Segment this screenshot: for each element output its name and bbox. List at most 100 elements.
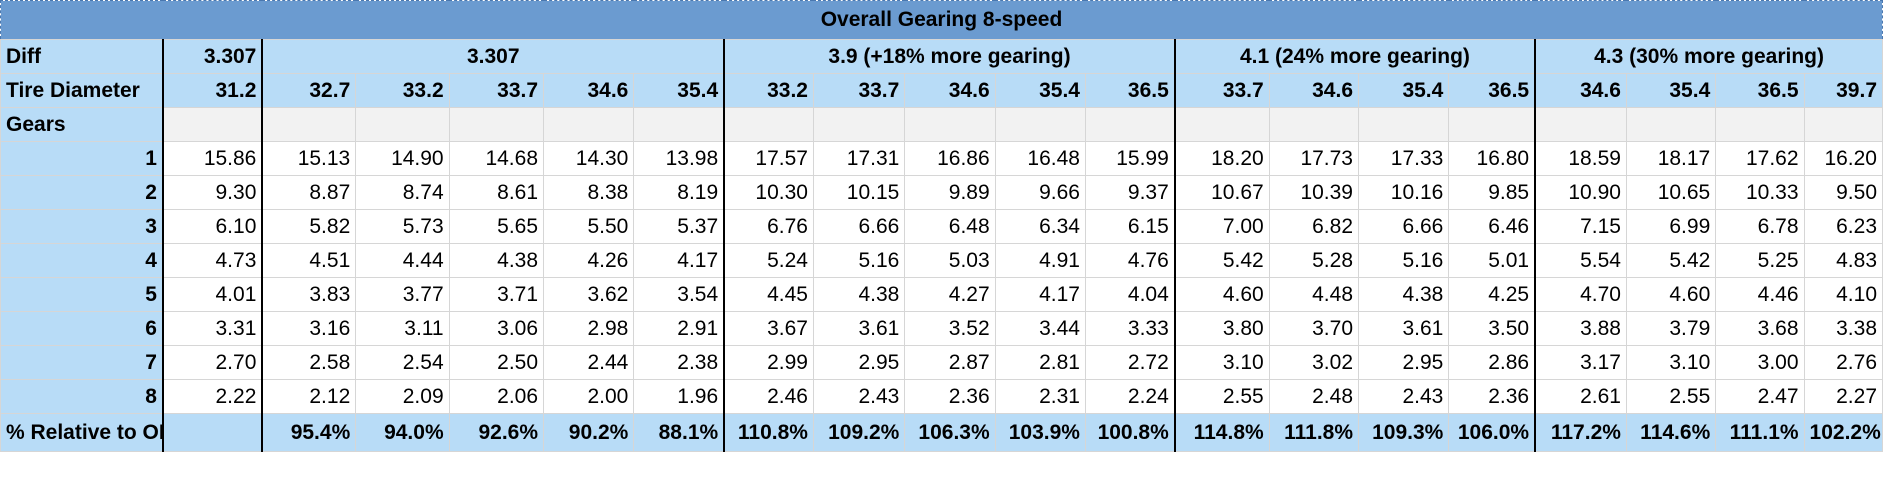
gear-ratio-cell[interactable]: 4.10: [1803, 277, 1883, 312]
gear-ratio-cell[interactable]: 17.62: [1715, 141, 1805, 176]
gear-ratio-cell[interactable]: 3.50: [1448, 311, 1536, 346]
gear-ratio-cell[interactable]: 4.04: [1084, 277, 1176, 312]
gear-ratio-cell[interactable]: 6.66: [812, 209, 906, 244]
gear-ratio-cell[interactable]: 4.76: [1084, 243, 1176, 278]
gear-ratio-cell[interactable]: 5.42: [1173, 243, 1270, 278]
gear-ratio-cell[interactable]: 3.67: [723, 311, 814, 346]
gear-ratio-cell[interactable]: 9.30: [161, 175, 263, 210]
gear-number[interactable]: 7: [0, 345, 164, 380]
blank-cell[interactable]: [723, 107, 814, 142]
gear-ratio-cell[interactable]: 9.89: [904, 175, 996, 210]
gear-ratio-cell[interactable]: 15.13: [261, 141, 357, 176]
gear-ratio-cell[interactable]: 4.17: [994, 277, 1086, 312]
gear-ratio-cell[interactable]: 8.19: [633, 175, 725, 210]
gear-ratio-cell[interactable]: 7.00: [1173, 209, 1270, 244]
pct-relative-cell[interactable]: 109.2%: [812, 413, 906, 452]
tire-diameter-cell[interactable]: 39.7: [1803, 73, 1883, 108]
blank-cell[interactable]: [812, 107, 906, 142]
gear-ratio-cell[interactable]: 1.96: [633, 379, 725, 414]
gear-ratio-cell[interactable]: 2.95: [812, 345, 906, 380]
gear-ratio-cell[interactable]: 2.12: [261, 379, 357, 414]
gear-ratio-cell[interactable]: 3.17: [1534, 345, 1627, 380]
gear-ratio-cell[interactable]: 5.82: [261, 209, 357, 244]
tire-diameter-cell[interactable]: 34.6: [1268, 73, 1360, 108]
tire-diameter-cell[interactable]: 36.5: [1715, 73, 1805, 108]
gear-ratio-cell[interactable]: 4.01: [161, 277, 263, 312]
gear-ratio-cell[interactable]: 2.81: [994, 345, 1086, 380]
tire-diameter-cell[interactable]: 32.7: [261, 73, 357, 108]
gear-ratio-cell[interactable]: 4.83: [1803, 243, 1883, 278]
gear-ratio-cell[interactable]: 5.25: [1715, 243, 1805, 278]
blank-cell[interactable]: [1084, 107, 1176, 142]
pct-relative-cell[interactable]: 88.1%: [633, 413, 725, 452]
gear-number[interactable]: 1: [0, 141, 164, 176]
gear-ratio-cell[interactable]: 10.39: [1268, 175, 1360, 210]
gear-ratio-cell[interactable]: 4.70: [1534, 277, 1627, 312]
diff-group-header[interactable]: 3.307: [261, 39, 725, 74]
gear-ratio-cell[interactable]: 2.36: [1448, 379, 1536, 414]
pct-relative-cell[interactable]: 103.9%: [994, 413, 1086, 452]
gear-ratio-cell[interactable]: 3.06: [448, 311, 545, 346]
gear-ratio-cell[interactable]: 8.38: [543, 175, 635, 210]
gear-ratio-cell[interactable]: 13.98: [633, 141, 725, 176]
pct-relative-cell[interactable]: 100.8%: [1084, 413, 1176, 452]
pct-relative-empty-cell[interactable]: [161, 413, 263, 452]
gear-ratio-cell[interactable]: 2.06: [448, 379, 545, 414]
gear-ratio-cell[interactable]: 3.44: [994, 311, 1086, 346]
blank-cell[interactable]: [161, 107, 263, 142]
gear-ratio-cell[interactable]: 2.22: [161, 379, 263, 414]
tire-diameter-cell[interactable]: 35.4: [994, 73, 1086, 108]
gear-ratio-cell[interactable]: 4.51: [261, 243, 357, 278]
gear-ratio-cell[interactable]: 4.60: [1625, 277, 1717, 312]
gear-ratio-cell[interactable]: 15.86: [161, 141, 263, 176]
gear-ratio-cell[interactable]: 3.52: [904, 311, 996, 346]
gear-ratio-cell[interactable]: 2.55: [1625, 379, 1717, 414]
gear-ratio-cell[interactable]: 9.50: [1803, 175, 1883, 210]
gear-ratio-cell[interactable]: 5.01: [1448, 243, 1536, 278]
gear-ratio-cell[interactable]: 3.10: [1173, 345, 1270, 380]
gear-ratio-cell[interactable]: 3.83: [261, 277, 357, 312]
gear-ratio-cell[interactable]: 14.90: [355, 141, 450, 176]
gear-ratio-cell[interactable]: 3.38: [1803, 311, 1883, 346]
tire-diameter-cell[interactable]: 33.7: [1173, 73, 1270, 108]
gear-ratio-cell[interactable]: 5.42: [1625, 243, 1717, 278]
gear-ratio-cell[interactable]: 10.30: [723, 175, 814, 210]
pct-relative-cell[interactable]: 114.6%: [1625, 413, 1717, 452]
blank-cell[interactable]: [1625, 107, 1717, 142]
gear-ratio-cell[interactable]: 2.61: [1534, 379, 1627, 414]
gear-ratio-cell[interactable]: 6.48: [904, 209, 996, 244]
gear-ratio-cell[interactable]: 4.91: [994, 243, 1086, 278]
gear-ratio-cell[interactable]: 4.25: [1448, 277, 1536, 312]
gear-ratio-cell[interactable]: 4.38: [812, 277, 906, 312]
gear-ratio-cell[interactable]: 2.46: [723, 379, 814, 414]
gear-ratio-cell[interactable]: 5.16: [1357, 243, 1450, 278]
gear-ratio-cell[interactable]: 18.17: [1625, 141, 1717, 176]
tire-diameter-cell[interactable]: 35.4: [633, 73, 725, 108]
gear-ratio-cell[interactable]: 6.66: [1357, 209, 1450, 244]
gear-ratio-cell[interactable]: 2.27: [1803, 379, 1883, 414]
blank-cell[interactable]: [1534, 107, 1627, 142]
gear-ratio-cell[interactable]: 10.65: [1625, 175, 1717, 210]
gear-ratio-cell[interactable]: 2.76: [1803, 345, 1883, 380]
blank-cell[interactable]: [543, 107, 635, 142]
gear-ratio-cell[interactable]: 2.43: [812, 379, 906, 414]
gear-ratio-cell[interactable]: 17.31: [812, 141, 906, 176]
tire-diameter-cell[interactable]: 36.5: [1448, 73, 1536, 108]
pct-relative-cell[interactable]: 90.2%: [543, 413, 635, 452]
gear-ratio-cell[interactable]: 3.68: [1715, 311, 1805, 346]
gear-ratio-cell[interactable]: 4.46: [1715, 277, 1805, 312]
gear-ratio-cell[interactable]: 2.98: [543, 311, 635, 346]
pct-relative-cell[interactable]: 111.8%: [1268, 413, 1360, 452]
gear-ratio-cell[interactable]: 15.99: [1084, 141, 1176, 176]
gear-ratio-cell[interactable]: 3.61: [812, 311, 906, 346]
gear-ratio-cell[interactable]: 5.54: [1534, 243, 1627, 278]
gear-ratio-cell[interactable]: 18.59: [1534, 141, 1627, 176]
gear-ratio-cell[interactable]: 3.33: [1084, 311, 1176, 346]
gear-ratio-cell[interactable]: 2.95: [1357, 345, 1450, 380]
diff-group-header[interactable]: 4.3 (30% more gearing): [1534, 39, 1883, 74]
gear-ratio-cell[interactable]: 2.31: [994, 379, 1086, 414]
tire-diameter-cell[interactable]: 33.2: [723, 73, 814, 108]
gear-ratio-cell[interactable]: 3.16: [261, 311, 357, 346]
gear-ratio-cell[interactable]: 14.68: [448, 141, 545, 176]
gear-ratio-cell[interactable]: 2.91: [633, 311, 725, 346]
